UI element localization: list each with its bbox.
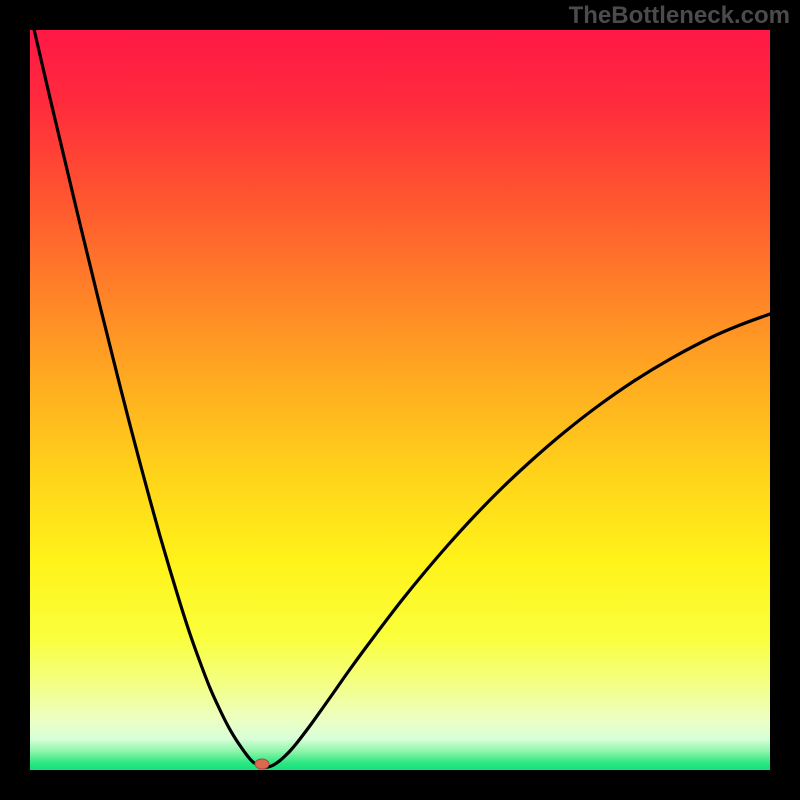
minimum-marker (255, 759, 269, 769)
chart-frame: TheBottleneck.com (0, 0, 800, 800)
gradient-background (30, 30, 770, 770)
watermark-label: TheBottleneck.com (569, 2, 790, 30)
bottleneck-chart (0, 0, 800, 800)
